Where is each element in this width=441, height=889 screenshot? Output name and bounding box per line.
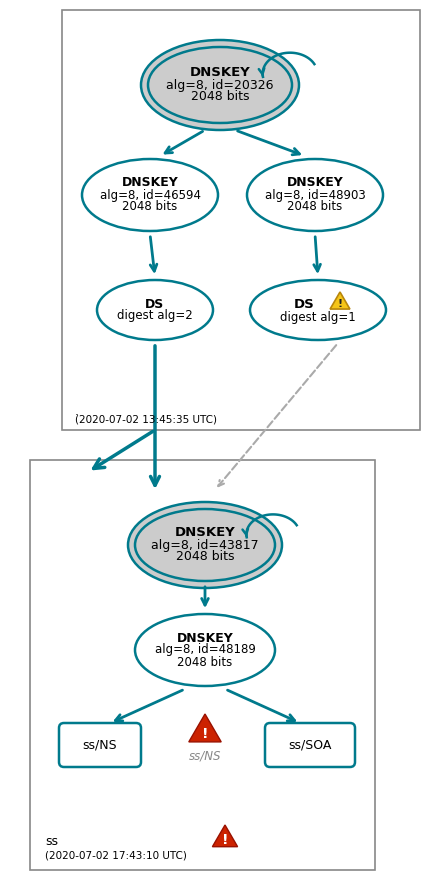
Text: DNSKEY: DNSKEY [190, 67, 250, 79]
Ellipse shape [247, 159, 383, 231]
Text: alg=8, id=48189: alg=8, id=48189 [154, 644, 255, 656]
Text: ss: ss [45, 835, 58, 848]
Text: (2020-07-02 17:43:10 UTC): (2020-07-02 17:43:10 UTC) [45, 850, 187, 860]
FancyBboxPatch shape [30, 460, 375, 870]
Ellipse shape [135, 614, 275, 686]
Text: 2048 bits: 2048 bits [191, 91, 249, 103]
Text: DNSKEY: DNSKEY [122, 177, 178, 189]
Text: DS: DS [146, 298, 164, 310]
Text: digest alg=1: digest alg=1 [280, 310, 356, 324]
Text: alg=8, id=46594: alg=8, id=46594 [100, 188, 201, 202]
Text: !: ! [337, 299, 343, 309]
Text: DNSKEY: DNSKEY [175, 526, 235, 540]
Ellipse shape [97, 280, 213, 340]
Text: .: . [75, 405, 79, 418]
Text: 2048 bits: 2048 bits [122, 201, 178, 213]
Ellipse shape [128, 502, 282, 588]
Polygon shape [330, 292, 350, 309]
Text: alg=8, id=20326: alg=8, id=20326 [166, 78, 274, 92]
Ellipse shape [141, 40, 299, 130]
Text: 2048 bits: 2048 bits [288, 201, 343, 213]
Text: ss/NS: ss/NS [83, 739, 117, 751]
Text: DNSKEY: DNSKEY [177, 631, 233, 645]
Ellipse shape [148, 47, 292, 123]
Text: 2048 bits: 2048 bits [176, 550, 234, 564]
Polygon shape [213, 825, 238, 846]
FancyBboxPatch shape [265, 723, 355, 767]
Text: alg=8, id=48903: alg=8, id=48903 [265, 188, 366, 202]
Ellipse shape [250, 280, 386, 340]
Text: !: ! [222, 833, 228, 847]
FancyBboxPatch shape [59, 723, 141, 767]
Ellipse shape [82, 159, 218, 231]
Text: !: ! [202, 727, 208, 741]
Text: 2048 bits: 2048 bits [177, 655, 232, 669]
Ellipse shape [135, 509, 275, 581]
Text: DNSKEY: DNSKEY [287, 177, 344, 189]
Text: digest alg=2: digest alg=2 [117, 309, 193, 323]
Text: DS: DS [294, 298, 314, 310]
Text: (2020-07-02 13:45:35 UTC): (2020-07-02 13:45:35 UTC) [75, 415, 217, 425]
Text: alg=8, id=43817: alg=8, id=43817 [151, 539, 259, 551]
Text: ss/SOA: ss/SOA [288, 739, 332, 751]
Text: ss/NS: ss/NS [189, 749, 221, 763]
FancyBboxPatch shape [62, 10, 420, 430]
Polygon shape [189, 714, 221, 742]
